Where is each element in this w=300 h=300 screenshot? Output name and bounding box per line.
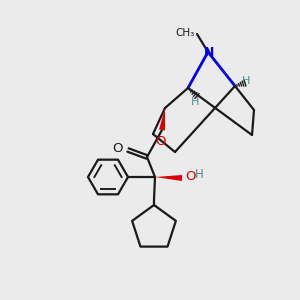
Text: O: O: [185, 170, 196, 184]
Text: CH₃: CH₃: [176, 28, 195, 38]
Text: O: O: [112, 142, 123, 154]
Text: O: O: [156, 135, 166, 148]
Polygon shape: [155, 175, 182, 181]
Text: H: H: [191, 97, 200, 107]
Text: H: H: [195, 167, 204, 181]
Text: N: N: [204, 46, 214, 59]
Text: H: H: [242, 76, 250, 86]
Polygon shape: [159, 108, 165, 130]
